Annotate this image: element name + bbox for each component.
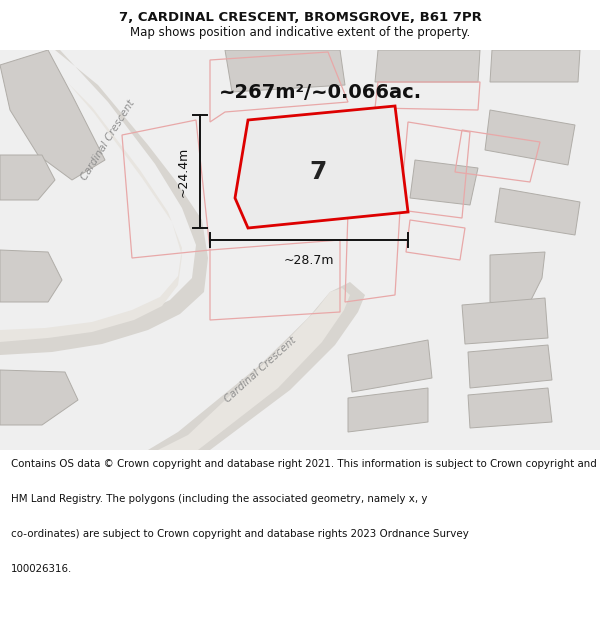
Text: Cardinal Crescent: Cardinal Crescent xyxy=(222,335,298,405)
Text: ~24.4m: ~24.4m xyxy=(177,146,190,197)
Polygon shape xyxy=(148,282,365,450)
Polygon shape xyxy=(0,250,62,302)
Polygon shape xyxy=(485,110,575,165)
Polygon shape xyxy=(158,288,350,450)
Polygon shape xyxy=(235,106,408,228)
Text: 7, CARDINAL CRESCENT, BROMSGROVE, B61 7PR: 7, CARDINAL CRESCENT, BROMSGROVE, B61 7P… xyxy=(119,11,481,24)
Polygon shape xyxy=(0,50,208,355)
Polygon shape xyxy=(468,388,552,428)
Polygon shape xyxy=(0,50,105,180)
Polygon shape xyxy=(495,188,580,235)
Text: co-ordinates) are subject to Crown copyright and database rights 2023 Ordnance S: co-ordinates) are subject to Crown copyr… xyxy=(11,529,469,539)
Text: 7: 7 xyxy=(310,160,326,184)
Polygon shape xyxy=(462,298,548,344)
Text: Map shows position and indicative extent of the property.: Map shows position and indicative extent… xyxy=(130,26,470,39)
Text: ~267m²/~0.066ac.: ~267m²/~0.066ac. xyxy=(218,82,422,101)
Text: Contains OS data © Crown copyright and database right 2021. This information is : Contains OS data © Crown copyright and d… xyxy=(11,459,600,469)
Polygon shape xyxy=(348,388,428,432)
Text: HM Land Registry. The polygons (including the associated geometry, namely x, y: HM Land Registry. The polygons (includin… xyxy=(11,494,427,504)
Polygon shape xyxy=(0,60,182,342)
Polygon shape xyxy=(0,155,55,200)
Polygon shape xyxy=(490,252,545,308)
Text: 100026316.: 100026316. xyxy=(11,564,72,574)
Polygon shape xyxy=(468,345,552,388)
Polygon shape xyxy=(375,50,480,82)
Polygon shape xyxy=(348,340,432,392)
Text: ~28.7m: ~28.7m xyxy=(284,254,334,267)
Polygon shape xyxy=(225,50,345,92)
Polygon shape xyxy=(410,160,478,205)
Polygon shape xyxy=(490,50,580,82)
Polygon shape xyxy=(0,370,78,425)
Text: Cardinal Crescent: Cardinal Crescent xyxy=(79,98,137,182)
